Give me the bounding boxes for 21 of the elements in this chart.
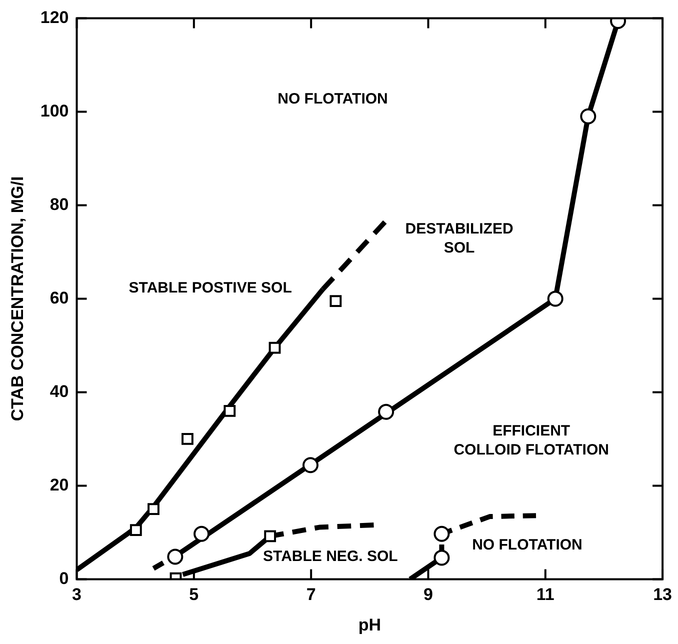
y-tick-label: 60 xyxy=(50,288,69,308)
y-tick-label: 40 xyxy=(50,382,69,401)
y-tick-label: 80 xyxy=(50,194,69,214)
annotation: EFFICIENT COLLOID FLOTATION xyxy=(454,422,609,458)
x-tick-label: 13 xyxy=(653,585,672,604)
annotation: STABLE POSTIVE SOL xyxy=(128,280,292,297)
x-axis-title: pH xyxy=(358,615,381,634)
y-tick-label: 100 xyxy=(40,101,69,120)
y-axis-title: CTAB CONCENTRATION, MG/I xyxy=(8,176,27,422)
y-tick-label: 120 xyxy=(40,8,69,27)
y-tick-label: 20 xyxy=(50,475,69,494)
annotation: NO FLOTATION xyxy=(472,536,582,554)
x-tick-label: 11 xyxy=(536,585,554,604)
x-tick-label: 5 xyxy=(189,585,199,604)
y-tick-label: 0 xyxy=(59,568,69,588)
x-tick-label: 3 xyxy=(72,585,82,604)
annotation: DESTABILIZED SOL xyxy=(405,220,514,256)
x-tick-label: 7 xyxy=(306,585,316,604)
annotation: NO FLOTATION xyxy=(278,90,388,108)
x-tick-label: 9 xyxy=(424,585,433,604)
annotation: STABLE NEG. SOL xyxy=(263,548,398,565)
